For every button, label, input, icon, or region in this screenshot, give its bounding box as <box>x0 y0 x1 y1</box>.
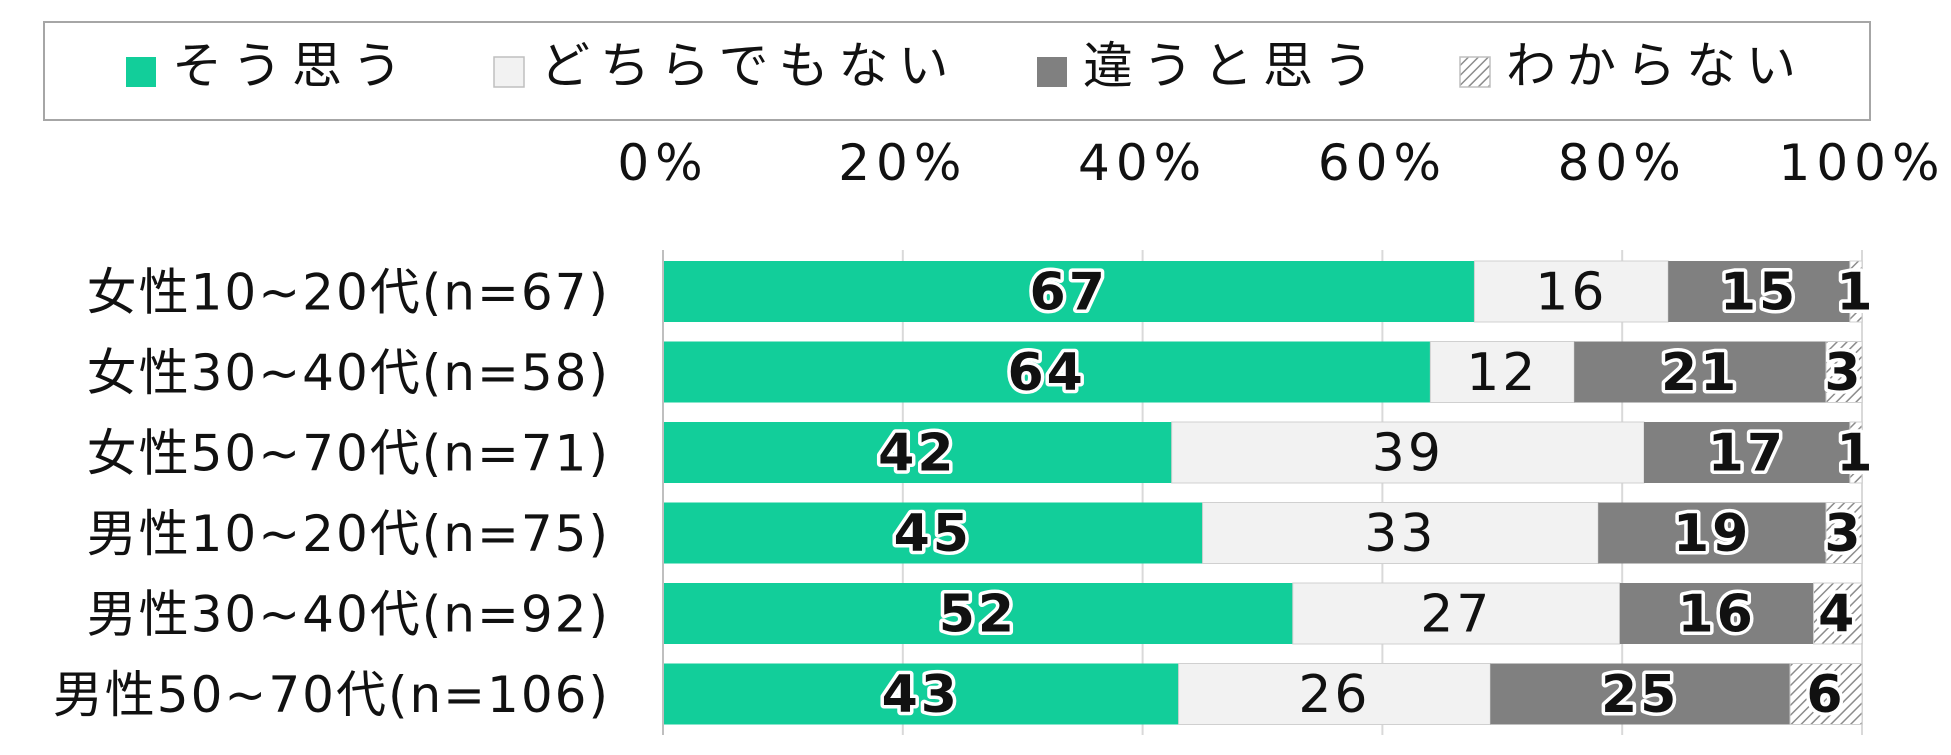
bar-segment-r2-s3 <box>1849 421 1863 484</box>
legend-label-3: わからない <box>1506 37 1806 95</box>
bar-segment-r4-s0 <box>663 583 1293 644</box>
bar-segment-r0-s3 <box>1849 260 1863 323</box>
bar-segment-r2-s2 <box>1644 422 1850 483</box>
category-label-3: 男性10~20代(n=75) <box>87 505 610 563</box>
data-label-r2-s3: 1 <box>1836 424 1875 484</box>
data-label-r5-s1: 26 <box>1298 665 1370 725</box>
bar-segment-r2-s1 <box>1171 421 1645 484</box>
x-tick-label-2: 40% <box>1078 134 1207 192</box>
category-label-0: 女性10~20代(n=67) <box>87 264 610 322</box>
bar-segment-r2-s0 <box>663 422 1172 483</box>
category-label-5: 男性50~70代(n=106) <box>53 666 610 724</box>
data-label-r0-s0: 67 <box>1030 263 1108 323</box>
data-label-r5-s3: 6 <box>1806 665 1845 725</box>
bar-segment-r1-s1 <box>1429 341 1575 403</box>
data-label-r1-s2: 21 <box>1661 343 1739 403</box>
category-label-2: 女性50~70代(n=71) <box>87 425 610 483</box>
data-label-r1-s1: 12 <box>1466 343 1538 403</box>
bar-segment-r0-s1 <box>1473 260 1669 323</box>
data-label-r1-s0: 64 <box>1007 343 1085 403</box>
bar-segment-r5-s2 <box>1490 663 1791 725</box>
bar-segment-r1-s3 <box>1825 341 1863 403</box>
data-label-r3-s0: 45 <box>894 504 972 564</box>
legend: そう思う どちらでもない 違うと思う わからない <box>126 37 1806 95</box>
legend-swatch-2 <box>1037 57 1067 87</box>
bar-segment-r0-s2 <box>1668 261 1850 322</box>
data-label-r5-s0: 43 <box>882 665 960 725</box>
category-labels: 女性10~20代(n=67) 女性30~40代(n=58) 女性50~70代(n=7… <box>53 264 610 725</box>
data-label-r1-s3: 3 <box>1824 343 1863 403</box>
bar-segment-r4-s2 <box>1619 583 1814 644</box>
data-label-r3-s2: 19 <box>1673 504 1751 564</box>
category-label-4: 男性30~40代(n=92) <box>87 586 610 644</box>
data-label-r0-s2: 15 <box>1720 263 1798 323</box>
bar-segment-r5-s0 <box>663 663 1179 725</box>
x-tick-label-5: 100% <box>1779 134 1946 192</box>
data-label-r4-s0: 52 <box>939 585 1017 645</box>
data-label-r0-s3: 1 <box>1836 263 1875 323</box>
bar-segment-r1-s0 <box>663 341 1431 403</box>
bar-segment-r3-s0 <box>663 502 1203 564</box>
legend-swatch-0 <box>126 57 156 87</box>
data-label-r3-s1: 33 <box>1364 504 1436 564</box>
data-label-r4-s1: 27 <box>1420 585 1492 645</box>
bar-segment-r4-s3 <box>1813 582 1863 645</box>
data-label-r2-s0: 42 <box>878 424 956 484</box>
gridlines <box>662 250 1863 735</box>
bar-segment-r4-s1 <box>1292 582 1621 645</box>
legend-label-1: どちらでもない <box>540 37 959 95</box>
x-tick-label-0: 0% <box>617 134 708 192</box>
legend-swatch-1 <box>493 56 525 88</box>
legend-swatch-3 <box>1459 56 1491 88</box>
x-tick-label-1: 20% <box>838 134 967 192</box>
data-label-r4-s3: 4 <box>1818 585 1857 645</box>
bar-segment-r0-s0 <box>663 261 1475 322</box>
legend-label-2: 違うと思う <box>1083 37 1383 95</box>
data-label-r2-s2: 17 <box>1708 424 1786 484</box>
bar-segment-r5-s3 <box>1789 663 1863 725</box>
data-label-r2-s1: 39 <box>1372 424 1444 484</box>
x-tick-label-4: 80% <box>1558 134 1687 192</box>
data-label-r5-s2: 25 <box>1601 665 1679 725</box>
data-label-r4-s2: 16 <box>1677 585 1755 645</box>
category-label-1: 女性30~40代(n=58) <box>87 344 610 402</box>
bar-segment-r5-s1 <box>1178 663 1491 725</box>
bar-segment-r1-s2 <box>1574 341 1827 403</box>
bar-segment-r3-s2 <box>1598 502 1827 564</box>
bars: 67 16 15 164 12 21 342 39 17 145 33 19 352 27 16 443 26 2… <box>663 259 1876 729</box>
data-label-r3-s3: 3 <box>1824 504 1863 564</box>
legend-label-0: そう思う <box>172 37 412 95</box>
data-label-r0-s1: 16 <box>1535 263 1607 323</box>
bar-segment-r3-s1 <box>1202 502 1599 564</box>
x-tick-label-3: 60% <box>1318 134 1447 192</box>
x-axis-ticks: 0% 20% 40% 60% 80% 100% <box>617 134 1946 192</box>
bar-segment-r3-s3 <box>1825 502 1863 564</box>
legend-box <box>43 21 1871 121</box>
